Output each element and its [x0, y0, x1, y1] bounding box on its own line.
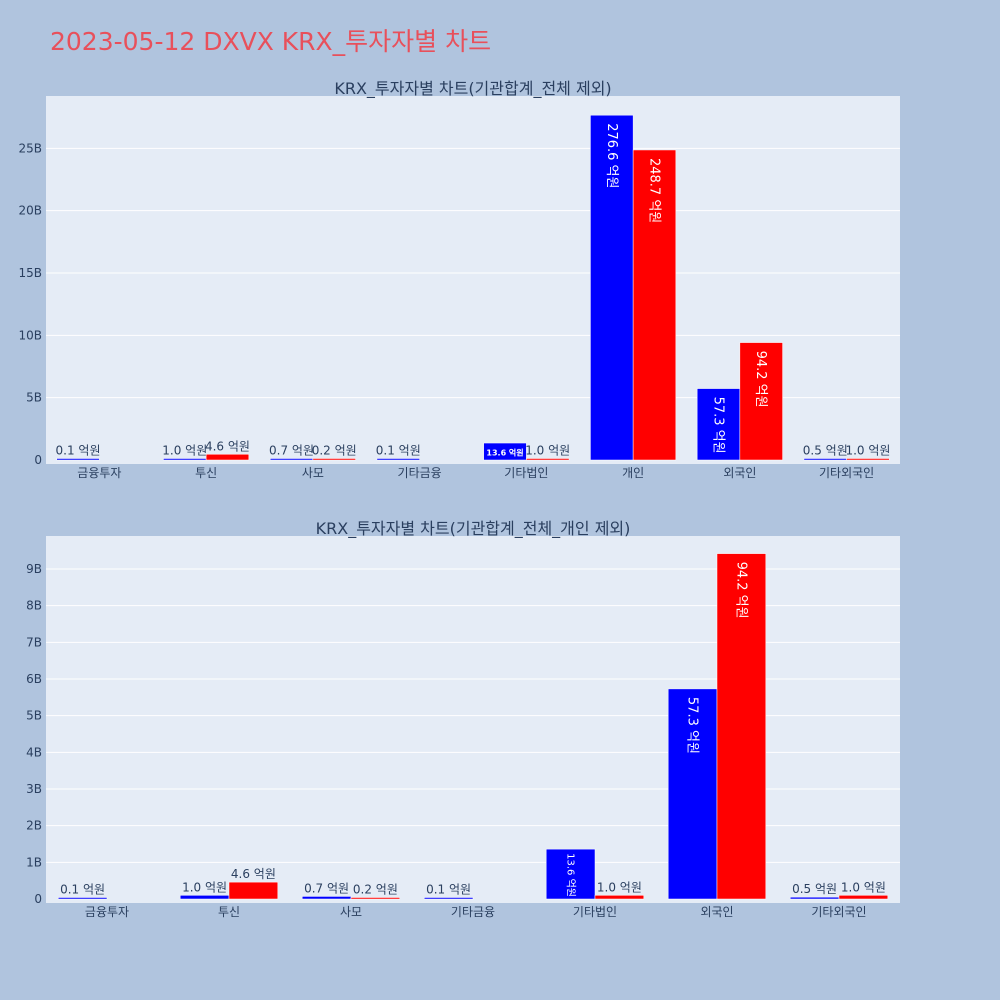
bar-blue-투신	[179, 895, 230, 900]
bar-red-개인	[632, 149, 677, 461]
bar-red-외국인	[739, 342, 783, 461]
y-tick-label: 0	[34, 453, 42, 467]
data-label: 248.7 억원	[646, 158, 661, 223]
data-label: 0.5 억원	[803, 444, 848, 458]
data-label: 0.1 억원	[56, 444, 101, 458]
data-label: 0.7 억원	[269, 444, 314, 458]
data-label: 13.6 억원	[565, 853, 577, 897]
x-tick-label: 개인	[622, 466, 644, 480]
bar-blue-기타법인	[545, 848, 596, 900]
data-label: 94.2 억원	[733, 562, 748, 619]
data-label: 4.6 억원	[205, 439, 250, 453]
data-label: 1.0 억원	[182, 880, 227, 894]
x-tick-label: 외국인	[723, 466, 756, 480]
bar-blue-기타법인	[483, 442, 527, 461]
x-tick-label: 기타외국인	[819, 466, 874, 480]
bar-red-사모	[350, 897, 401, 900]
y-tick-label: 6B	[26, 672, 42, 686]
y-tick-label: 3B	[26, 782, 42, 796]
bar-red-기타법인	[594, 895, 645, 900]
x-tick-label: 외국인	[700, 905, 733, 919]
data-label: 13.6 억원	[486, 448, 523, 458]
y-tick-label: 9B	[26, 562, 42, 576]
x-tick-label: 기타금융	[398, 466, 442, 480]
bar-blue-사모	[269, 458, 314, 461]
data-label: 0.2 억원	[312, 444, 357, 458]
y-tick-label: 4B	[26, 745, 42, 759]
bar-red-기타외국인	[838, 895, 889, 900]
bar-blue-기타외국인	[803, 458, 847, 461]
data-label: 0.1 억원	[376, 444, 421, 458]
bar-blue-외국인	[667, 688, 718, 900]
bar-blue-사모	[301, 896, 352, 900]
data-label: 57.3 억원	[711, 397, 726, 454]
data-label: 0.7 억원	[304, 881, 349, 895]
bar-red-외국인	[716, 553, 767, 900]
data-label: 1.0 억원	[597, 880, 642, 894]
y-tick-label: 20B	[18, 204, 42, 218]
y-tick-label: 2B	[26, 819, 42, 833]
x-tick-label: 기타법인	[573, 905, 617, 919]
data-label: 1.0 억원	[841, 880, 886, 894]
data-label: 276.6 억원	[604, 123, 619, 188]
y-tick-label: 0	[34, 892, 42, 906]
data-label: 0.5 억원	[792, 882, 837, 896]
bar-blue-기타금융	[423, 897, 474, 900]
data-label: 94.2 억원	[753, 351, 768, 408]
bar-blue-기타외국인	[789, 896, 840, 900]
chart-title-2: KRX_투자자별 차트(기관합계_전체_개인 제외)	[316, 519, 631, 539]
data-label: 0.1 억원	[60, 883, 105, 897]
chart-title-1: KRX_투자자별 차트(기관합계_전체 제외)	[334, 79, 611, 99]
bar-blue-금융투자	[56, 458, 100, 461]
x-tick-label: 금융투자	[77, 466, 121, 480]
x-tick-label: 투신	[218, 905, 240, 919]
y-tick-label: 7B	[26, 635, 42, 649]
bar-blue-외국인	[696, 388, 741, 461]
x-tick-label: 기타금융	[451, 905, 495, 919]
y-tick-label: 1B	[26, 855, 42, 869]
plot-area-2	[46, 536, 900, 903]
page-title: 2023-05-12 DXVX KRX_투자자별 차트	[50, 27, 492, 56]
x-tick-label: 기타법인	[504, 466, 548, 480]
x-tick-label: 기타외국인	[811, 905, 866, 919]
y-tick-label: 25B	[18, 141, 42, 155]
data-label: 4.6 억원	[231, 867, 276, 881]
bar-red-투신	[205, 454, 250, 461]
y-tick-label: 8B	[26, 599, 42, 613]
bar-red-투신	[228, 881, 279, 900]
bar-blue-투신	[163, 458, 207, 461]
bar-red-기타법인	[526, 458, 570, 461]
bar-red-기타외국인	[846, 458, 890, 461]
data-label: 1.0 억원	[162, 444, 207, 458]
x-tick-label: 사모	[340, 905, 362, 919]
y-tick-label: 15B	[18, 266, 42, 280]
data-label: 1.0 억원	[525, 444, 570, 458]
x-tick-label: 사모	[302, 466, 324, 480]
data-label: 0.2 억원	[353, 883, 398, 897]
y-tick-label: 10B	[18, 328, 42, 342]
data-label: 1.0 억원	[845, 444, 890, 458]
y-tick-label: 5B	[26, 391, 42, 405]
bar-blue-금융투자	[57, 897, 108, 900]
bar-red-사모	[312, 458, 356, 461]
data-label: 57.3 억원	[685, 697, 700, 754]
y-tick-label: 5B	[26, 709, 42, 723]
x-tick-label: 금융투자	[85, 905, 129, 919]
data-label: 0.1 억원	[426, 883, 471, 897]
bar-blue-기타금융	[376, 458, 420, 461]
x-tick-label: 투신	[195, 466, 217, 480]
